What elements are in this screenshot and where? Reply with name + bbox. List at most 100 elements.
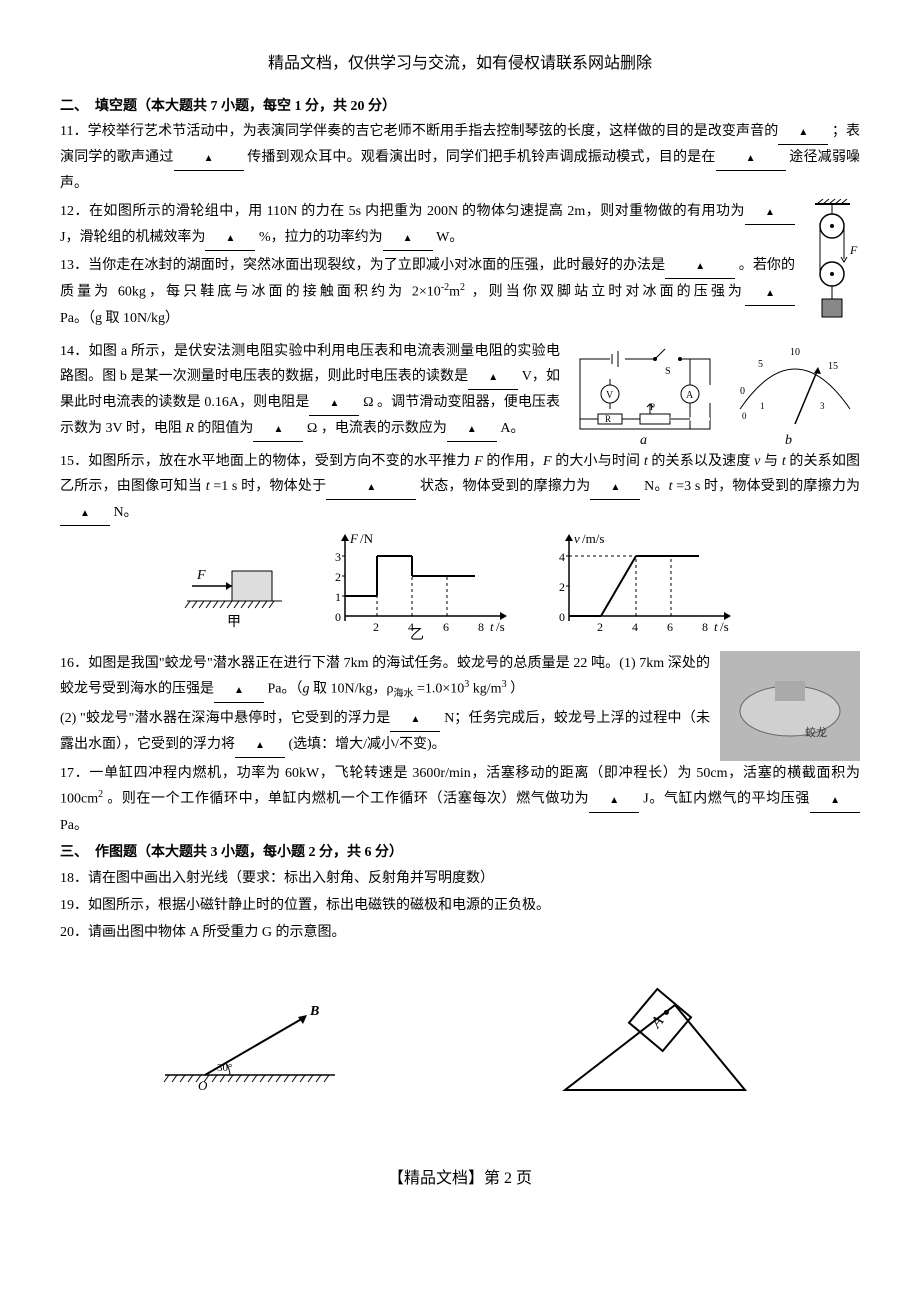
svg-text:t: t [490,619,494,634]
blank [309,390,359,416]
q17-sup1: 2 [98,789,103,800]
q13-text-d: ，则当你双脚站立时对冰面的压强为 [472,285,745,300]
q15-figures: F 甲 F/N t/s 0 1 2 3 2 4 6 8 [60,531,860,641]
svg-text:F: F [196,568,206,583]
q12-text-b: J，滑轮组的机械效率为 [60,230,205,245]
question-16: 16．如图是我国"蛟龙号"潜水器正在进行下潜 7km 的海试任务。蛟龙号的总质量… [60,651,860,704]
blank [390,706,440,732]
blank [810,787,860,813]
question-12: 12．在如图所示的滑轮组中，用 110N 的力在 5s 内把重为 200N 的物… [60,199,860,251]
blank [326,474,416,500]
q15-t-var3: t [206,479,210,494]
svg-text:A: A [647,1013,667,1032]
q17-text-b: 。则在一个工作循环中，单缸内燃机一个工作循环（活塞每次）燃气做功为 [107,792,589,807]
blank [468,364,518,390]
q14-text-d: 的阻值为 [197,421,253,436]
blank [716,145,786,171]
blank [235,732,285,758]
q14-text-f: A。 [500,421,524,436]
q13-sup2: 2 [460,282,465,293]
svg-text:30°: 30° [217,1062,232,1074]
q15-t-var2: t [782,454,786,469]
bottom-figures-row: B 30° O A [60,975,860,1105]
q15-text-c: 的大小与时间 [555,454,644,469]
blank [214,677,264,703]
section-2-title: 二、 填空题（本大题共 7 小题，每空 1 分，共 20 分） [60,94,860,119]
svg-text:0: 0 [559,610,565,624]
q16-text-e: kg/m [473,682,502,697]
q16-text-g: (2) "蛟龙号"潜水器在深海中悬停时，它受到的浮力是 [60,711,390,726]
header-note: 精品文档，仅供学习与交流，如有侵权请联系网站删除 [60,50,860,79]
q16-text-c: 取 10N/kg，ρ [313,682,394,697]
svg-text:v: v [574,531,580,546]
question-17: 17．一单缸四冲程内燃机，功率为 60kW，飞轮转速是 3600r/min，活塞… [60,761,860,838]
q12-text-c: %，拉力的功率约为 [259,230,383,245]
question-20: 20．请画出图中物体 A 所受重力 G 的示意图。 [60,920,860,945]
blank [778,119,828,145]
q16-text-b: Pa。（ [268,682,303,697]
blank [590,474,640,500]
q15-v-var: v [754,454,760,469]
svg-text:1: 1 [335,590,341,604]
q15-text-e: 与 [764,454,782,469]
fig-q18: B 30° O [155,975,355,1105]
svg-text:6: 6 [443,620,449,634]
q15-text-k: N。 [114,505,138,520]
q15-t-var4: t [669,479,673,494]
q16-text-i: (选填：增大/减小/不变)。 [289,737,446,752]
blank [589,787,639,813]
q12-text-a: 12．在如图所示的滑轮组中，用 110N 的力在 5s 内把重为 200N 的物… [60,204,745,219]
q12-text-d: W。 [436,230,463,245]
blank [665,253,735,279]
question-11: 11．学校举行艺术节活动中，为表演同学伴奏的吉它老师不断用手指去控制琴弦的长度，… [60,119,860,197]
q13-text-a: 13．当你走在冰封的湖面时，突然冰面出现裂纹，为了立即减小对冰面的压强，此时最好… [60,258,665,273]
svg-text:2: 2 [373,620,379,634]
q15-text-i: N。 [644,479,669,494]
svg-text:8: 8 [702,620,708,634]
blank [60,500,110,526]
q16-text-d: =1.0×10 [417,682,464,697]
svg-text:3: 3 [335,550,341,564]
question-18: 18．请在图中画出入射光线（要求：标出入射角、反射角并写明度数） [60,866,860,891]
question-16-2: (2) "蛟龙号"潜水器在深海中悬停时，它受到的浮力是 N；任务完成后，蛟龙号上… [60,706,860,758]
svg-text:6: 6 [667,620,673,634]
q15-chart-force: F/N t/s 0 1 2 3 2 4 6 8 乙 [315,531,515,641]
svg-text:/s: /s [496,619,505,634]
svg-text:/m/s: /m/s [582,531,604,546]
blank [745,199,795,225]
svg-text:4: 4 [559,550,565,564]
svg-text:F: F [349,531,359,546]
section-3-title: 三、 作图题（本大题共 3 小题，每小题 2 分，共 6 分） [60,840,860,865]
svg-text:t: t [714,619,718,634]
question-19: 19．如图所示，根据小磁针静止时的位置，标出电磁铁的磁极和电源的正负极。 [60,893,860,918]
q13-sup1: -2 [441,282,449,293]
q11-text-c: 传播到观众耳中。观看演出时，同学们把手机铃声调成振动模式，目的是在 [247,150,715,165]
page-footer: 【精品文档】第 2 页 [60,1165,860,1194]
q14-r-var: R [185,421,194,436]
q13-text-c: m [449,285,460,300]
q17-text-c: J。气缸内燃气的平均压强 [643,792,810,807]
svg-text:甲: 甲 [227,615,241,630]
blank [447,416,497,442]
svg-text:2: 2 [597,620,603,634]
q15-chart-velocity: v/m/s t/s 0 2 4 2 4 6 8 [539,531,739,641]
blank [383,225,433,251]
q16-g-var: g [303,682,310,697]
q17-text-d: Pa。 [60,818,88,833]
svg-text:/N: /N [360,531,374,546]
q15-text-b: 的作用， [486,454,543,469]
question-15: 15．如图所示，放在水平地面上的物体，受到方向不变的水平推力 F 的作用，F 的… [60,449,860,527]
q11-text-a: 11．学校举行艺术节活动中，为表演同学伴奏的吉它老师不断用手指去控制琴弦的长度，… [60,124,778,139]
q15-text-a: 15．如图所示，放在水平地面上的物体，受到方向不变的水平推力 [60,454,474,469]
q16-sub1: 海水 [394,689,414,700]
q15-f-var2: F [543,454,552,469]
svg-text:4: 4 [632,620,638,634]
q15-text-h: 状态，物体受到的摩擦力为 [420,479,590,494]
q15-text-g: =1 s 时，物体处于 [213,479,326,494]
svg-text:8: 8 [478,620,484,634]
svg-text:B: B [309,1004,319,1019]
q14-text-e: Ω ，电流表的示数应为 [307,421,447,436]
blank [174,145,244,171]
svg-text:2: 2 [335,570,341,584]
q15-text-j: =3 s 时，物体受到的摩擦力为 [676,479,860,494]
